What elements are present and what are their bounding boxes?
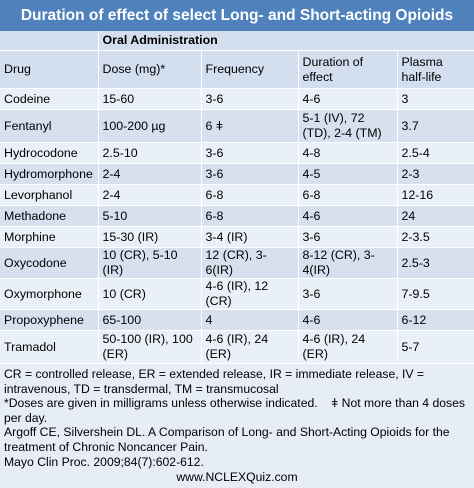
cell-frequency: 3-6 xyxy=(201,88,299,110)
cell-drug: Hydromorphone xyxy=(0,163,99,185)
journal-reference: Mayo Clin Proc. 2009;84(7):602-612. xyxy=(4,454,204,469)
cell-drug: Oxymorphone xyxy=(0,278,99,310)
cell-half-life: 5-7 xyxy=(397,330,474,364)
column-header-duration: Duration of effect xyxy=(298,50,398,89)
table-row: Oxycodone 10 (CR), 5-10 (IR) 12 (CR), 3-6(… xyxy=(0,247,474,279)
website-link[interactable]: www.NCLEXQuiz.com xyxy=(176,470,298,485)
cell-frequency: 6-8 xyxy=(201,184,299,206)
cell-drug: Codeine xyxy=(0,88,99,110)
cell-half-life: 24 xyxy=(397,205,474,227)
cell-duration: 3-6 xyxy=(298,278,398,310)
cell-frequency: 3-6 xyxy=(201,142,299,164)
table-row: Hydromorphone 2-4 3-6 4-5 2-3 xyxy=(0,163,474,185)
cell-drug: Fentanyl xyxy=(0,109,99,143)
opioid-table: Oral Administration Drug Dose (mg)* Freq… xyxy=(0,31,474,364)
cell-half-life: 2-3.5 xyxy=(397,226,474,248)
cell-drug: Tramadol xyxy=(0,330,99,364)
cell-frequency: 4-6 (IR), 12 (CR) xyxy=(201,278,299,310)
cell-half-life: 3 xyxy=(397,88,474,110)
table-title: Duration of effect of select Long- and S… xyxy=(0,0,474,31)
cell-drug: Oxycodone xyxy=(0,247,99,279)
cell-dose: 100-200 µg xyxy=(98,109,202,143)
cell-dose: 10 (CR), 5-10 (IR) xyxy=(98,247,202,279)
cell-duration: 3-6 xyxy=(298,226,398,248)
column-header-drug: Drug xyxy=(0,50,99,89)
cell-half-life: 3.7 xyxy=(397,109,474,143)
cell-drug: Hydrocodone xyxy=(0,142,99,164)
cell-dose: 15-30 (IR) xyxy=(98,226,202,248)
cell-duration: 4-6 xyxy=(298,205,398,227)
cell-frequency: 6-8 xyxy=(201,205,299,227)
cell-drug: Morphine xyxy=(0,226,99,248)
group-header-spacer xyxy=(0,31,99,51)
cell-half-life: 6-12 xyxy=(397,309,474,331)
column-header-dose: Dose (mg)* xyxy=(98,50,202,89)
table-row: Fentanyl 100-200 µg 6 ǂ 5-1 (IV), 72 (TD), … xyxy=(0,109,474,143)
cell-half-life: 7-9.5 xyxy=(397,278,474,310)
footnotes: CR = controlled release, ER = extended r… xyxy=(0,364,474,488)
table-row: Propoxyphene 65-100 4 4-6 6-12 xyxy=(0,309,474,331)
cell-duration: 4-8 xyxy=(298,142,398,164)
table-row: Hydrocodone 2.5-10 3-6 4-8 2.5-4 xyxy=(0,142,474,164)
cell-duration: 8-12 (CR), 3-4(IR) xyxy=(298,247,398,279)
group-header-row: Oral Administration xyxy=(0,31,474,51)
table-row: Levorphanol 2-4 6-8 6-8 12-16 xyxy=(0,184,474,206)
column-header-row: Drug Dose (mg)* Frequency Duration of ef… xyxy=(0,50,474,89)
cell-duration: 6-8 xyxy=(298,184,398,206)
citation: Argoff CE, Silvershein DL. A Comparison … xyxy=(4,425,450,454)
cell-half-life: 2-3 xyxy=(397,163,474,185)
cell-frequency: 3-6 xyxy=(201,163,299,185)
group-header: Oral Administration xyxy=(98,31,474,51)
cell-drug: Methadone xyxy=(0,205,99,227)
cell-dose: 65-100 xyxy=(98,309,202,331)
cell-drug: Propoxyphene xyxy=(0,309,99,331)
cell-frequency: 4-6 (IR), 24 (ER) xyxy=(201,330,299,364)
cell-dose: 2.5-10 xyxy=(98,142,202,164)
cell-dose: 2-4 xyxy=(98,163,202,185)
cell-dose: 2-4 xyxy=(98,184,202,206)
column-header-frequency: Frequency xyxy=(201,50,299,89)
doses-note: *Doses are given in milligrams unless ot… xyxy=(4,396,469,425)
table-row: Methadone 5-10 6-8 4-6 24 xyxy=(0,205,474,227)
column-header-half-life: Plasma half-life xyxy=(397,50,474,89)
cell-frequency: 4 xyxy=(201,309,299,331)
cell-duration: 5-1 (IV), 72 (TD), 2-4 (TM) xyxy=(298,109,398,143)
cell-duration: 4-6 xyxy=(298,88,398,110)
cell-half-life: 2.5-4 xyxy=(397,142,474,164)
table-row: Oxymorphone 10 (CR) 4-6 (IR), 12 (CR) 3-6 7-… xyxy=(0,278,474,310)
cell-frequency: 6 ǂ xyxy=(201,109,299,143)
cell-half-life: 2.5-3 xyxy=(397,247,474,279)
cell-dose: 15-60 xyxy=(98,88,202,110)
table-row: Tramadol 50-100 (IR), 100 (ER) 4-6 (IR), 2… xyxy=(0,330,474,364)
cell-duration: 4-6 (IR), 24 (ER) xyxy=(298,330,398,364)
cell-half-life: 12-16 xyxy=(397,184,474,206)
cell-frequency: 3-4 (IR) xyxy=(201,226,299,248)
table-row: Morphine 15-30 (IR) 3-4 (IR) 3-6 2-3.5 xyxy=(0,226,474,248)
table-row: Codeine 15-60 3-6 4-6 3 xyxy=(0,88,474,110)
cell-duration: 4-6 xyxy=(298,309,398,331)
cell-frequency: 12 (CR), 3-6(IR) xyxy=(201,247,299,279)
abbreviations-note: CR = controlled release, ER = extended r… xyxy=(4,367,425,396)
cell-drug: Levorphanol xyxy=(0,184,99,206)
cell-dose: 10 (CR) xyxy=(98,278,202,310)
cell-dose: 50-100 (IR), 100 (ER) xyxy=(98,330,202,364)
cell-dose: 5-10 xyxy=(98,205,202,227)
cell-duration: 4-5 xyxy=(298,163,398,185)
